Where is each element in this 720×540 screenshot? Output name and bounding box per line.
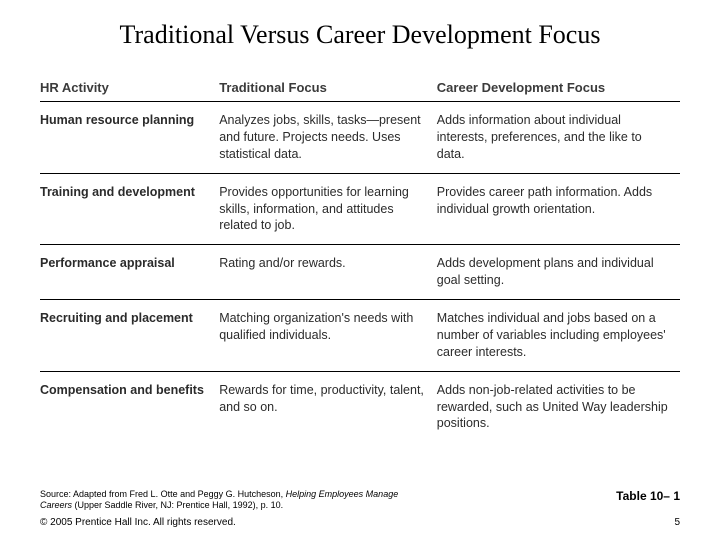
col-header-development: Career Development Focus xyxy=(437,74,680,102)
page-number: 5 xyxy=(674,517,680,528)
col-header-traditional: Traditional Focus xyxy=(219,74,437,102)
cell-traditional: Analyzes jobs, skills, tasks—present and… xyxy=(219,102,437,174)
comparison-table: HR Activity Traditional Focus Career Dev… xyxy=(40,74,680,442)
table-row: Recruiting and placement Matching organi… xyxy=(40,300,680,372)
cell-development: Provides career path information. Adds i… xyxy=(437,173,680,245)
table-header-row: HR Activity Traditional Focus Career Dev… xyxy=(40,74,680,102)
cell-traditional: Rewards for time, productivity, talent, … xyxy=(219,371,437,442)
col-header-activity: HR Activity xyxy=(40,74,219,102)
table-row: Performance appraisal Rating and/or rewa… xyxy=(40,245,680,300)
table-row: Training and development Provides opport… xyxy=(40,173,680,245)
cell-traditional: Matching organization's needs with quali… xyxy=(219,300,437,372)
cell-development: Adds development plans and individual go… xyxy=(437,245,680,300)
table-label: Table 10– 1 xyxy=(616,489,680,503)
cell-activity: Compensation and benefits xyxy=(40,371,219,442)
footer: Source: Adapted from Fred L. Otte and Pe… xyxy=(40,489,680,529)
cell-development: Matches individual and jobs based on a n… xyxy=(437,300,680,372)
cell-activity: Training and development xyxy=(40,173,219,245)
table-row: Compensation and benefits Rewards for ti… xyxy=(40,371,680,442)
source-suffix: (Upper Saddle River, NJ: Prentice Hall, … xyxy=(72,500,283,510)
cell-activity: Human resource planning xyxy=(40,102,219,174)
cell-activity: Recruiting and placement xyxy=(40,300,219,372)
cell-activity: Performance appraisal xyxy=(40,245,219,300)
page-title: Traditional Versus Career Development Fo… xyxy=(40,20,680,50)
cell-traditional: Provides opportunities for learning skil… xyxy=(219,173,437,245)
cell-development: Adds information about individual intere… xyxy=(437,102,680,174)
table-row: Human resource planning Analyzes jobs, s… xyxy=(40,102,680,174)
source-citation: Source: Adapted from Fred L. Otte and Pe… xyxy=(40,489,420,512)
source-prefix: Source: Adapted from Fred L. Otte and Pe… xyxy=(40,489,286,499)
copyright: © 2005 Prentice Hall Inc. All rights res… xyxy=(40,517,680,528)
cell-traditional: Rating and/or rewards. xyxy=(219,245,437,300)
cell-development: Adds non-job-related activities to be re… xyxy=(437,371,680,442)
